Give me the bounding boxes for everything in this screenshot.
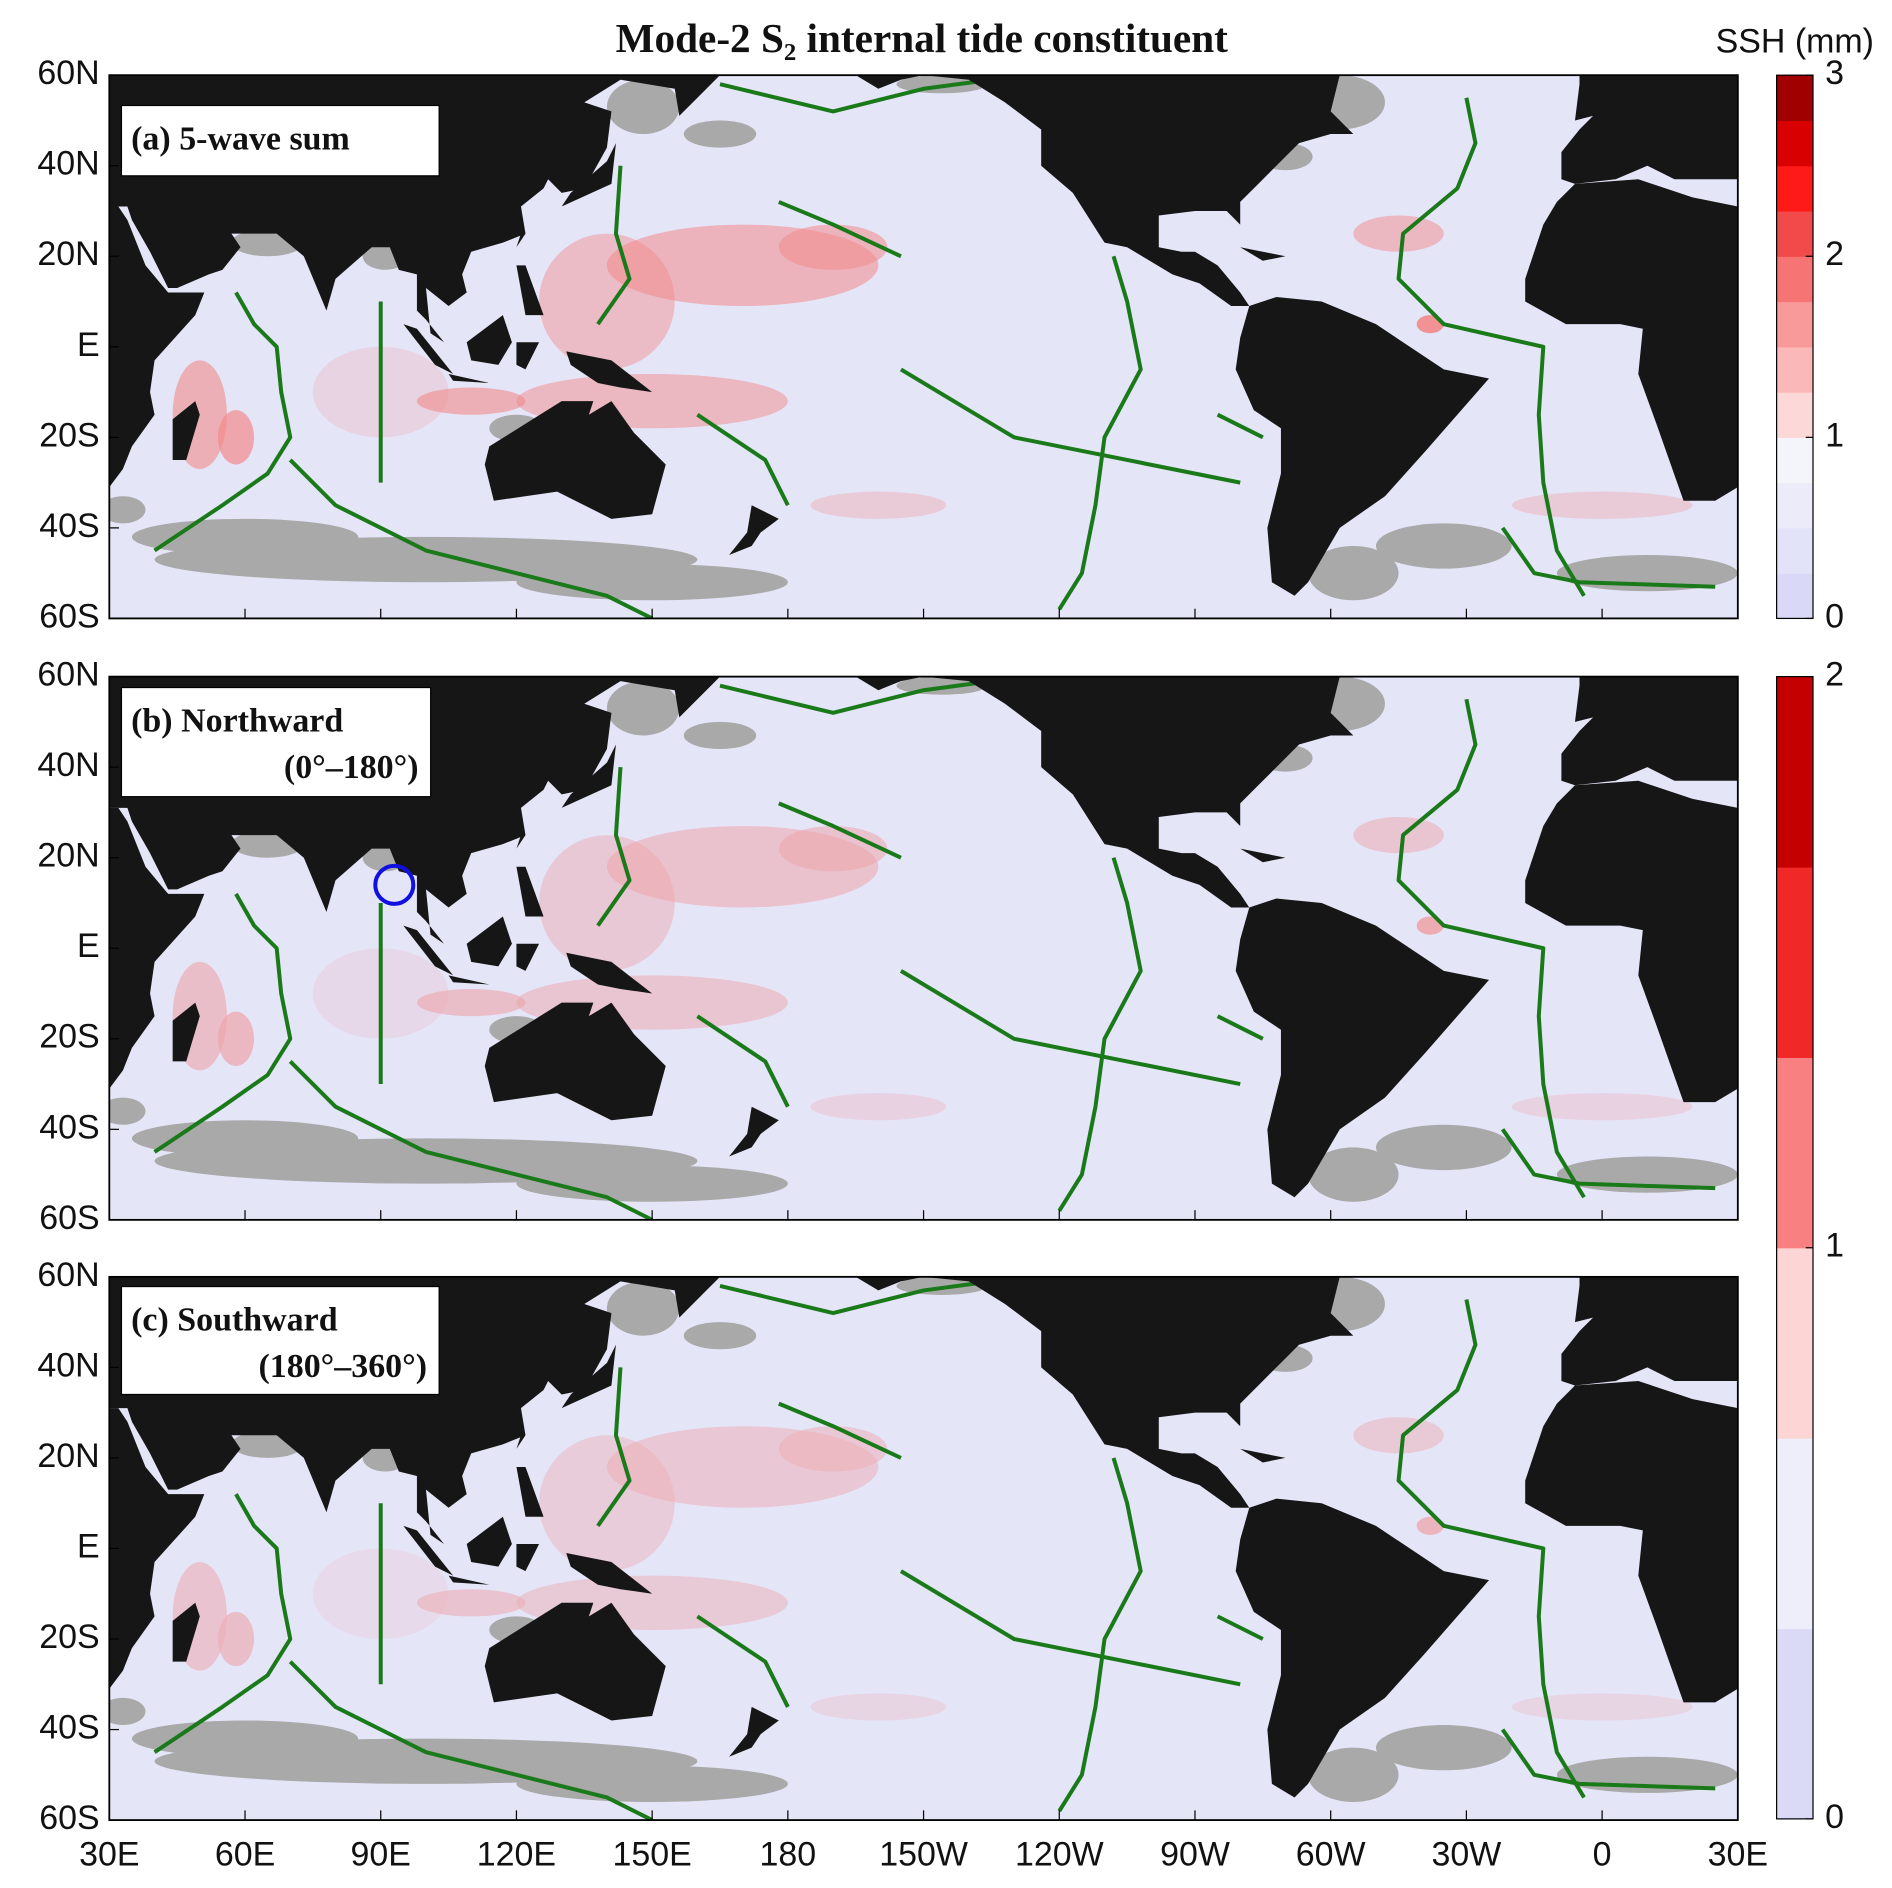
figure-title: Mode-2 S₂ internal tide constituent <box>616 15 1229 61</box>
y-tick-label: 20S <box>39 1618 99 1656</box>
y-tick-label: 60S <box>39 1199 99 1237</box>
colorbar-band <box>1776 527 1814 574</box>
colorbar-band <box>1776 1057 1814 1249</box>
colorbar-band <box>1776 676 1814 868</box>
colorbar-band <box>1776 1438 1814 1630</box>
x-tick-label: 30E <box>1708 1835 1768 1873</box>
y-tick-label: 40S <box>39 507 99 545</box>
x-tick-label: 120E <box>477 1835 556 1873</box>
x-tick-label: 120W <box>1015 1835 1104 1873</box>
map-panel: 60N 40N 20N E 20S 40S 60S (b) Northward (0°–180°… <box>37 656 1739 1237</box>
x-tick-label: 0 <box>1593 1835 1612 1873</box>
panel-label-box <box>120 104 440 177</box>
y-tick-label: 60N <box>37 656 99 694</box>
colorbar-tick-label: 2 <box>1825 656 1844 694</box>
colorbar-band <box>1776 301 1814 348</box>
colorbar-band <box>1776 392 1814 438</box>
y-tick-label: E <box>77 927 100 965</box>
panel-label: (a) 5-wave sum <box>131 121 350 158</box>
colorbar-tick-label: 0 <box>1825 1798 1844 1836</box>
colorbar: 0 1 2 3 <box>1776 54 1844 635</box>
colorbar-band <box>1776 210 1814 257</box>
colorbar-band <box>1776 346 1814 393</box>
colorbar-tick-label: 2 <box>1825 235 1844 273</box>
geo-layer <box>100 677 1738 1220</box>
panel-sublabel: (180°–360°) <box>258 1348 427 1385</box>
y-tick-label: 60N <box>37 54 99 92</box>
colorbar-band <box>1776 256 1814 303</box>
y-tick-label: 20N <box>37 1437 99 1475</box>
colorbar-band <box>1776 1628 1814 1820</box>
colorbar-frame <box>1776 74 1814 620</box>
y-tick-label: E <box>77 326 100 364</box>
colorbar-band <box>1776 867 1814 1058</box>
colorbar-band <box>1776 482 1814 529</box>
panel-sublabel: (0°–180°) <box>284 749 419 786</box>
y-tick-label: 20S <box>39 416 99 454</box>
y-tick-label: 40S <box>39 1709 99 1747</box>
x-tick-label: 150E <box>613 1835 692 1873</box>
colorbar-band <box>1776 120 1814 167</box>
x-tick-label: 60E <box>215 1835 275 1873</box>
y-tick-label: 20S <box>39 1018 99 1056</box>
colorbar-band <box>1776 1247 1814 1439</box>
colorbar-label: SSH (mm) <box>1716 23 1874 61</box>
colorbar-band <box>1776 573 1814 620</box>
x-tick-label: 180 <box>760 1835 817 1873</box>
colorbar-tick-label: 0 <box>1825 597 1844 635</box>
x-tick-label: 90E <box>351 1835 411 1873</box>
y-tick-label: 40S <box>39 1108 99 1146</box>
panel-label-box <box>120 686 432 798</box>
panel-label-box <box>120 1285 440 1396</box>
x-tick-label: 30W <box>1432 1835 1502 1873</box>
highlight-circle <box>375 866 413 904</box>
y-tick-label: 20N <box>37 235 99 273</box>
y-tick-label: 40N <box>37 1346 99 1384</box>
x-tick-label: 90W <box>1160 1835 1230 1873</box>
colorbar-band <box>1776 75 1814 122</box>
x-tick-label: 150W <box>879 1835 968 1873</box>
x-tick-label: 60W <box>1296 1835 1366 1873</box>
y-tick-label: 40N <box>37 746 99 784</box>
colorbar-tick-label: 3 <box>1825 54 1844 92</box>
y-tick-label: 20N <box>37 837 99 875</box>
colorbar-tick-label: 1 <box>1825 1227 1844 1265</box>
y-tick-label: 60S <box>39 1799 99 1837</box>
colorbar-tick-label: 1 <box>1825 416 1844 454</box>
panel-label: (b) Northward <box>131 703 343 740</box>
x-tick-label: 30E <box>79 1835 139 1873</box>
y-tick-label: 60N <box>37 1256 99 1294</box>
y-tick-label: 60S <box>39 597 99 635</box>
colorbar: 0 1 2 <box>1776 656 1844 1836</box>
y-tick-label: 40N <box>37 145 99 183</box>
colorbar-band <box>1776 437 1814 484</box>
colorbar-band <box>1776 165 1814 212</box>
y-tick-label: E <box>77 1527 100 1565</box>
panel-label: (c) Southward <box>131 1302 338 1339</box>
map-panel: 60N 40N 20N E 20S 40S 60S (a) 5-wave sum <box>37 54 1739 635</box>
